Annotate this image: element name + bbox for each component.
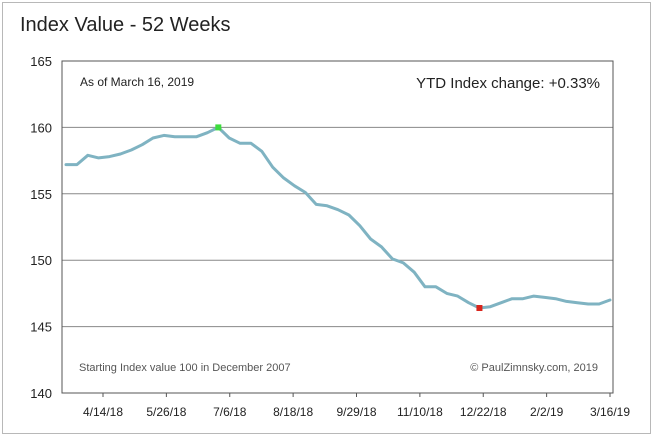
- y-tick-label-155: 155: [30, 187, 52, 202]
- x-tick-label: 7/6/18: [213, 405, 247, 419]
- x-tick-label: 4/14/18: [83, 405, 123, 419]
- x-tick-label: 12/22/18: [460, 405, 507, 419]
- y-tick-layer: 165 160 155 150 145 140: [30, 54, 52, 401]
- x-tick-layer: 4/14/18 5/26/18 7/6/18 8/18/18 9/29/18 11/10/…: [83, 393, 630, 419]
- marker-layer: [215, 124, 483, 312]
- y-tick-label-150: 150: [30, 253, 52, 268]
- as-of-label: As of March 16, 2019: [80, 75, 194, 89]
- y-tick-label-160: 160: [30, 120, 52, 135]
- plot-area-border: [61, 60, 614, 394]
- grid-layer: [62, 126, 613, 328]
- ytd-change-label: YTD Index change: +0.33%: [416, 75, 600, 92]
- x-tick-label: 5/26/18: [146, 405, 186, 419]
- x-tick-label: 2/2/19: [530, 405, 564, 419]
- x-tick-label: 11/10/18: [397, 405, 443, 419]
- x-tick-label: 8/18/18: [273, 405, 313, 419]
- series-line: [64, 125, 612, 310]
- chart-title: Index Value - 52 Weeks: [20, 14, 231, 36]
- footnote-right: © PaulZimnsky.com, 2019: [470, 362, 598, 374]
- x-tick-label: 3/16/19: [590, 405, 630, 419]
- y-tick-label-165: 165: [30, 54, 52, 69]
- footnote-left: Starting Index value 100 in December 200…: [79, 362, 291, 374]
- low-point-marker: [476, 305, 483, 312]
- high-point-marker: [215, 124, 222, 131]
- chart-frame: [2, 2, 651, 434]
- y-tick-label-145: 145: [30, 320, 52, 335]
- y-tick-label-140: 140: [30, 386, 52, 401]
- x-tick-label: 9/29/18: [336, 405, 376, 419]
